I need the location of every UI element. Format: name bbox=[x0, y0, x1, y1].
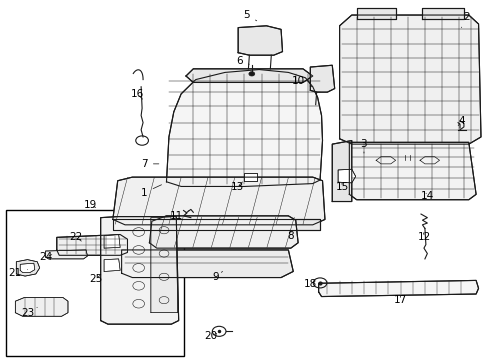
Text: 5: 5 bbox=[243, 10, 256, 21]
Polygon shape bbox=[339, 15, 480, 144]
Text: 7: 7 bbox=[141, 159, 159, 169]
Polygon shape bbox=[318, 280, 478, 297]
Polygon shape bbox=[104, 234, 120, 248]
Text: 14: 14 bbox=[420, 191, 433, 201]
Text: 25: 25 bbox=[89, 274, 102, 284]
Polygon shape bbox=[310, 65, 334, 92]
Polygon shape bbox=[243, 173, 256, 181]
Text: 17: 17 bbox=[393, 295, 407, 305]
Polygon shape bbox=[113, 177, 325, 225]
Polygon shape bbox=[101, 217, 178, 324]
Text: 1: 1 bbox=[141, 185, 161, 198]
Text: 16: 16 bbox=[130, 89, 143, 99]
Text: 21: 21 bbox=[9, 268, 27, 278]
Text: 11: 11 bbox=[169, 211, 188, 221]
Polygon shape bbox=[57, 234, 127, 255]
Text: 4: 4 bbox=[457, 116, 464, 126]
Text: 24: 24 bbox=[40, 252, 53, 262]
Circle shape bbox=[248, 72, 254, 76]
Polygon shape bbox=[238, 26, 282, 55]
Polygon shape bbox=[422, 8, 463, 19]
Polygon shape bbox=[16, 260, 40, 276]
Polygon shape bbox=[356, 8, 395, 19]
Text: 19: 19 bbox=[84, 200, 97, 210]
Text: 3: 3 bbox=[360, 139, 366, 153]
Polygon shape bbox=[15, 298, 68, 316]
Bar bbox=[5, 211, 183, 356]
Polygon shape bbox=[185, 69, 312, 82]
Polygon shape bbox=[348, 142, 475, 200]
Polygon shape bbox=[151, 217, 177, 313]
Text: 2: 2 bbox=[461, 12, 468, 28]
Text: 6: 6 bbox=[236, 56, 249, 66]
Text: 10: 10 bbox=[291, 76, 311, 87]
Text: 13: 13 bbox=[230, 182, 244, 192]
Polygon shape bbox=[122, 250, 293, 278]
Polygon shape bbox=[166, 69, 322, 186]
Polygon shape bbox=[149, 216, 298, 248]
Text: 23: 23 bbox=[21, 307, 37, 318]
Text: 15: 15 bbox=[335, 182, 348, 192]
Polygon shape bbox=[337, 169, 355, 183]
Text: 9: 9 bbox=[211, 271, 222, 282]
Polygon shape bbox=[104, 259, 120, 271]
Polygon shape bbox=[331, 140, 351, 202]
Text: 22: 22 bbox=[69, 232, 83, 242]
Text: 12: 12 bbox=[417, 232, 430, 242]
Text: 18: 18 bbox=[303, 279, 322, 289]
Text: 20: 20 bbox=[203, 331, 217, 341]
Polygon shape bbox=[20, 263, 35, 273]
Polygon shape bbox=[45, 250, 87, 259]
Text: 8: 8 bbox=[287, 231, 294, 240]
Polygon shape bbox=[113, 220, 320, 230]
